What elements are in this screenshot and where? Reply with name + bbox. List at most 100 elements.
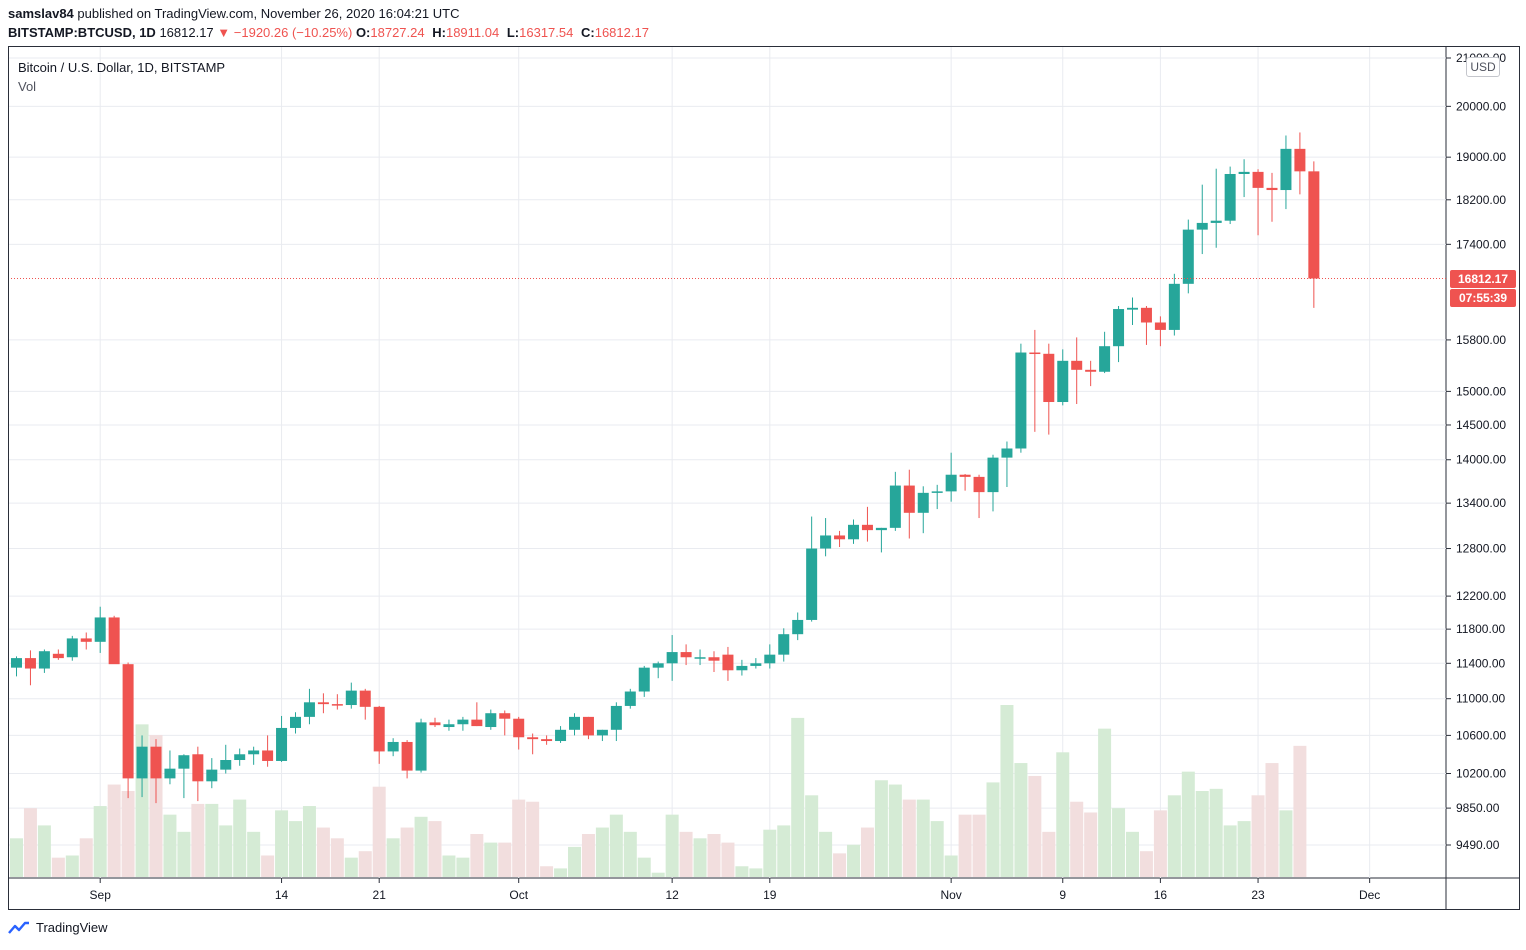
candle-body <box>220 760 232 770</box>
volume-bar <box>37 825 51 877</box>
last-price: 16812.17 <box>159 25 214 40</box>
time-tick-label: Sep <box>90 888 112 902</box>
candle-body <box>959 474 971 477</box>
candle-body <box>150 746 162 779</box>
volume-bar <box>930 821 944 877</box>
volume-bar <box>93 806 107 877</box>
volume-bar <box>1195 791 1209 877</box>
candle-body <box>708 657 720 661</box>
countdown-badge: 07:55:39 <box>1450 289 1516 307</box>
volume-bar <box>554 868 568 877</box>
time-tick-label: Oct <box>509 888 528 902</box>
volume-bar <box>735 866 749 877</box>
tradingview-logo-icon <box>8 921 29 934</box>
volume-bar <box>623 831 637 877</box>
candle-body <box>345 690 357 706</box>
symbol-name: BITSTAMP:BTCUSD, 1D <box>8 25 156 40</box>
volume-bar <box>749 868 763 877</box>
footer-brand-text: TradingView <box>36 920 108 935</box>
candle-body <box>1071 360 1083 370</box>
volume-bar <box>10 838 23 877</box>
volume-bar <box>777 825 791 877</box>
candle-body <box>1127 307 1138 310</box>
price-tick-label: 18200.00 <box>1456 193 1506 207</box>
candle-body <box>736 665 748 671</box>
volume-bar <box>79 838 93 877</box>
time-tick-label: 14 <box>275 888 289 902</box>
candle-body <box>429 722 441 726</box>
last-price-badge: 16812.17 <box>1450 270 1516 288</box>
price-tick-label: 13400.00 <box>1456 496 1506 510</box>
candle-body <box>276 727 288 761</box>
volume-bar <box>261 855 275 877</box>
candle-body <box>806 548 818 620</box>
high-label: H: <box>432 25 446 40</box>
candle-body <box>722 654 734 671</box>
candle-body <box>610 705 622 730</box>
candle-body <box>848 524 859 540</box>
candle-body <box>317 702 329 705</box>
high-value: 18911.04 <box>445 25 500 40</box>
candle-body <box>875 527 887 531</box>
volume-bar <box>51 857 65 877</box>
price-tick-label: 10600.00 <box>1456 728 1506 742</box>
close-label: C: <box>581 25 595 40</box>
volume-bar <box>637 857 651 877</box>
volume-bar <box>484 842 498 877</box>
candle-body <box>582 716 594 736</box>
candle-body <box>206 769 218 782</box>
candle-body <box>248 750 260 755</box>
candle-body <box>290 716 301 728</box>
candle-body <box>1085 369 1097 372</box>
candle-body <box>443 724 455 728</box>
volume-bar <box>191 803 205 877</box>
volume-bar <box>330 838 344 877</box>
volume-bar <box>442 855 456 877</box>
candle-body <box>1294 148 1306 172</box>
candle-body <box>136 746 148 779</box>
candle-body <box>1099 346 1111 372</box>
volume-bar <box>23 808 37 877</box>
volume-bar <box>1000 705 1014 877</box>
candle-body <box>262 750 274 761</box>
volume-bar <box>819 831 833 877</box>
price-tick-label: 20000.00 <box>1456 99 1506 113</box>
price-tick-label: 15000.00 <box>1456 384 1506 398</box>
volume-bar <box>916 799 930 877</box>
candle-body <box>680 652 692 658</box>
volume-bar <box>1167 795 1181 877</box>
candle-body <box>903 485 915 513</box>
legend-volume[interactable]: Vol <box>18 79 37 94</box>
candle-body <box>987 457 999 493</box>
price-tick-label: 11800.00 <box>1456 622 1505 636</box>
volume-bar <box>568 846 581 877</box>
candle-body <box>415 722 427 771</box>
volume-bar <box>526 801 540 877</box>
currency-button[interactable]: USD <box>1466 57 1500 77</box>
candle-body <box>303 702 315 717</box>
candle-body <box>24 658 36 669</box>
price-tick-label: 14000.00 <box>1456 453 1506 467</box>
candle-body <box>387 741 399 752</box>
candle-body <box>1252 171 1264 188</box>
price-chart[interactable]: 9490.00 9850.00 10200.00 10600.00 11000.00 11… <box>8 46 1520 910</box>
price-tick-label: 19000.00 <box>1456 150 1506 164</box>
volume-bar <box>1139 851 1153 877</box>
candle-body <box>555 729 567 742</box>
author-name[interactable]: samslav84 <box>8 6 74 21</box>
volume-bar <box>707 834 721 877</box>
candle-body <box>401 741 413 771</box>
candle-body <box>1266 187 1278 191</box>
candle-body <box>38 651 50 669</box>
candle-body <box>1029 352 1041 355</box>
volume-bar <box>1251 795 1265 877</box>
candle-body <box>778 634 790 655</box>
volume-bar <box>344 857 358 877</box>
price-tick-label: 11400.00 <box>1456 656 1505 670</box>
footer-brand[interactable]: TradingView <box>8 920 108 935</box>
legend-title[interactable]: Bitcoin / U.S. Dollar, 1D, BITSTAMP <box>18 60 226 75</box>
volume-bar <box>302 806 316 877</box>
candle-body <box>973 476 985 493</box>
candle-body <box>541 739 553 742</box>
time-tick-label: 19 <box>763 888 777 902</box>
